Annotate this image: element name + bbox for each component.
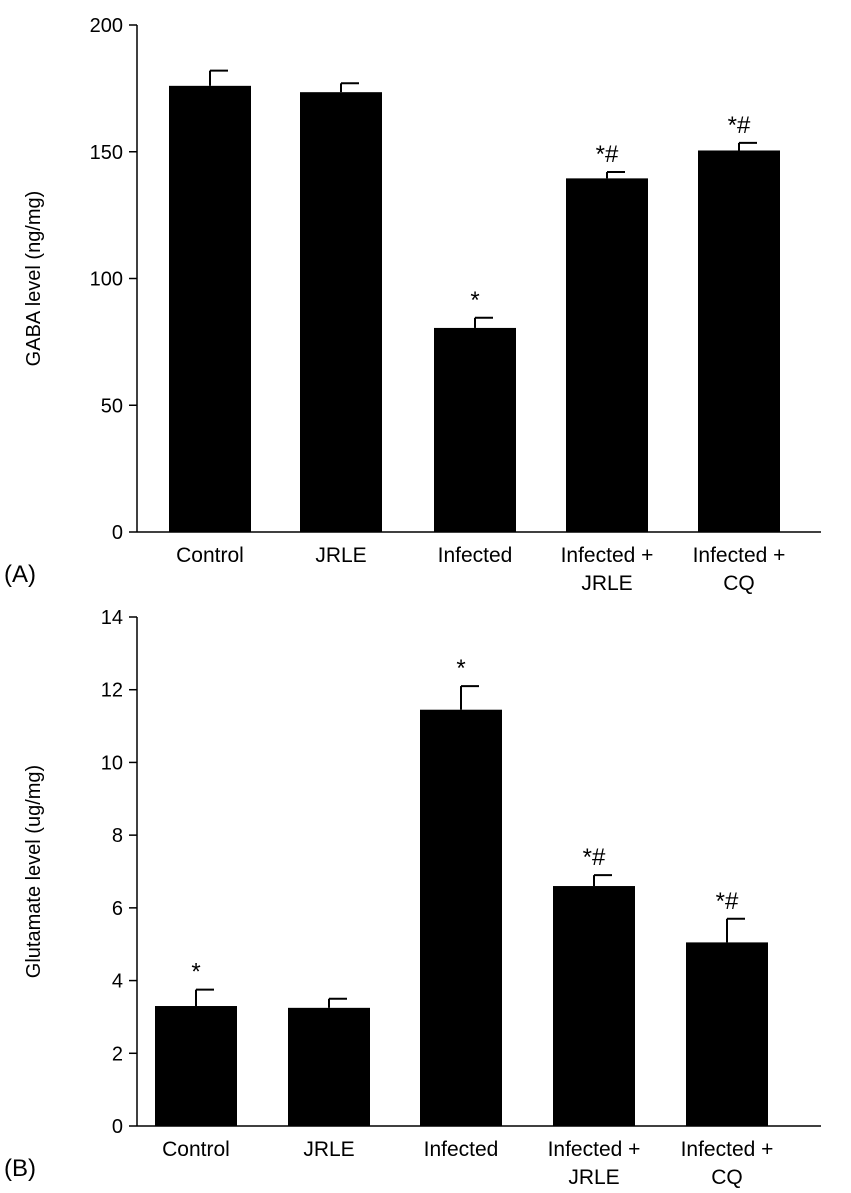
y-tick-label: 14 (101, 607, 123, 629)
y-tick-label: 8 (112, 825, 123, 847)
x-tick-label: Infected + (561, 544, 654, 567)
bar (420, 709, 502, 1126)
significance-label: * (470, 287, 479, 314)
x-tick-label: Infected + (693, 544, 786, 567)
bar (698, 150, 780, 533)
bar (686, 942, 768, 1126)
y-tick-label: 50 (101, 395, 123, 417)
bar (288, 1007, 370, 1126)
y-tick-label: 200 (90, 15, 123, 37)
y-tick-label: 4 (112, 971, 123, 993)
x-tick-label: Infected + (548, 1138, 641, 1161)
y-tick-label: 100 (90, 269, 123, 291)
chart-panel-a: 0 50 100 150 200 GABA level (ng/mg) Control JRL… (4, 15, 821, 595)
significance-label: *# (596, 141, 619, 168)
y-tick-label: 150 (90, 142, 123, 164)
x-tick-label: Infected + (681, 1138, 774, 1161)
y-axis-title: Glutamate level (ug/mg) (23, 765, 45, 978)
panel-label: (A) (4, 561, 36, 588)
x-tick-label: Infected (424, 1138, 499, 1161)
bar (169, 85, 251, 532)
significance-label: *# (583, 844, 606, 871)
significance-label: *# (728, 112, 751, 139)
x-tick-label: CQ (723, 572, 755, 595)
x-tick-label: JRLE (303, 1138, 354, 1161)
y-tick-label: 2 (112, 1043, 123, 1065)
x-tick-label: Control (162, 1138, 230, 1161)
panel-label: (B) (4, 1155, 36, 1182)
y-tick-label: 10 (101, 752, 123, 774)
y-axis-title: GABA level (ng/mg) (23, 191, 45, 367)
x-tick-label: JRLE (568, 1166, 619, 1189)
significance-label: *# (716, 888, 739, 915)
x-tick-label: Control (176, 544, 244, 567)
y-tick-label: 6 (112, 898, 123, 920)
y-tick-label: 12 (101, 680, 123, 702)
bar (566, 178, 648, 532)
chart-panel-b: 0 2 4 6 8 10 12 14 Glutamate level (ug/mg) * Contr… (4, 607, 821, 1189)
significance-label: * (456, 655, 465, 682)
bar (155, 1006, 237, 1126)
y-tick-label: 0 (112, 522, 123, 544)
x-tick-label: JRLE (581, 572, 632, 595)
y-tick-label: 0 (112, 1116, 123, 1138)
bar (434, 327, 516, 532)
significance-label: * (191, 959, 200, 986)
bar (553, 886, 635, 1126)
x-tick-label: JRLE (315, 544, 366, 567)
x-tick-label: CQ (711, 1166, 743, 1189)
x-tick-label: Infected (438, 544, 513, 567)
bar (300, 92, 382, 533)
